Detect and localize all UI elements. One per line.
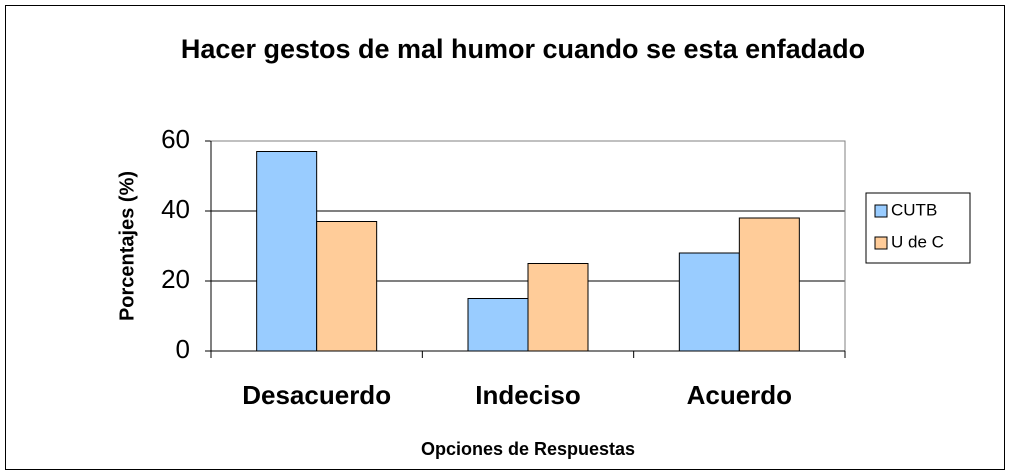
- x-tick-label: Acuerdo: [687, 380, 792, 410]
- chart-title: Hacer gestos de mal humor cuando se esta…: [180, 34, 866, 64]
- chart-border: [5, 5, 1005, 470]
- y-axis-label: Porcentajes (%): [116, 171, 138, 321]
- bar: [316, 221, 378, 352]
- y-tick-label: 60: [161, 124, 190, 154]
- legend-label: U de C: [891, 232, 944, 251]
- bar: [467, 298, 529, 352]
- y-tick-label: 0: [176, 334, 190, 364]
- legend-swatch: [874, 204, 888, 218]
- y-tick-label: 40: [161, 194, 190, 224]
- x-tick-label: Desacuerdo: [242, 380, 391, 410]
- bar: [527, 263, 589, 352]
- y-tick-label: 20: [161, 264, 190, 294]
- bar: [678, 252, 740, 352]
- x-axis-label: Opciones de Respuestas: [421, 439, 635, 459]
- legend-swatch: [874, 236, 888, 250]
- bar: [256, 151, 318, 352]
- legend-label: CUTB: [891, 200, 937, 219]
- x-tick-label: Indeciso: [475, 380, 580, 410]
- bar: [738, 217, 800, 352]
